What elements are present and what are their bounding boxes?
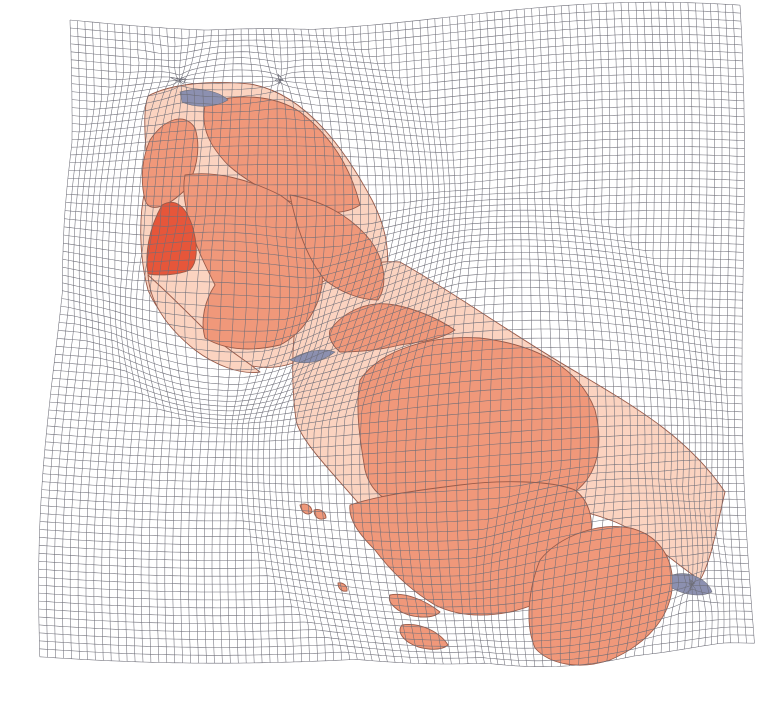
graticule-line: [50, 366, 743, 416]
graticule-line: [46, 415, 743, 443]
graticule-line: [64, 202, 745, 228]
graticule-line: [70, 34, 742, 61]
graticule-line: [56, 311, 743, 385]
graticule-line: [51, 356, 743, 412]
graticule-line: [48, 386, 743, 425]
graticule-line: [64, 194, 745, 218]
graticule-line: [63, 209, 745, 239]
graticule-line: [38, 600, 752, 635]
graticule-line: [71, 114, 745, 133]
graticule-line: [47, 395, 743, 429]
graticule-line: [67, 162, 745, 179]
graticule-line: [60, 272, 743, 343]
graticule-line: [71, 122, 745, 140]
region-light-west: [147, 274, 261, 373]
graticule-line: [62, 252, 744, 309]
island-west-3: [337, 582, 348, 592]
graticule-line: [53, 337, 743, 402]
graticule-line: [40, 491, 745, 524]
region-layer: [140, 82, 726, 666]
graticule-line: [57, 303, 743, 378]
graticule-line: [71, 73, 744, 95]
water-central: [289, 349, 336, 364]
graticule-line: [39, 522, 747, 560]
graticule-line: [38, 578, 750, 615]
graticule-line: [40, 498, 745, 533]
graticule-line: [65, 186, 745, 207]
graticule-line: [45, 424, 743, 451]
graticule-line: [38, 561, 749, 600]
graticule-line: [38, 610, 753, 642]
water-layer: [179, 89, 713, 596]
graticule-line: [71, 58, 743, 83]
graticule-line: [38, 578, 751, 622]
graticule-line: [70, 25, 742, 54]
graticule-line: [71, 42, 743, 69]
graticule-line: [42, 467, 744, 495]
graticule-line: [59, 279, 743, 353]
graticule-line: [61, 265, 744, 332]
graticule-line: [47, 405, 743, 435]
graticule-line: [67, 170, 745, 188]
graticule-line: [38, 552, 749, 593]
graticule-line: [39, 618, 753, 649]
graticule-line: [38, 588, 751, 629]
graticule-line: [38, 537, 747, 577]
graticule-line: [44, 433, 743, 459]
graticule-line: [68, 154, 745, 171]
graticule-line: [62, 239, 744, 289]
graticule-line: [70, 138, 745, 156]
graticule-line: [66, 178, 745, 197]
graticule-line: [44, 442, 743, 467]
graticule-line: [41, 483, 745, 514]
graticule-line: [39, 506, 746, 542]
graticule-line: [52, 347, 743, 407]
graticule-line: [69, 1, 741, 31]
graticule-line: [62, 258, 744, 321]
region-dark-west: [146, 201, 197, 276]
graticule-line: [58, 295, 743, 371]
graticule-line: [41, 475, 744, 504]
graticule-line: [42, 459, 744, 485]
graticule-line: [70, 17, 741, 47]
graticule-line: [39, 530, 747, 569]
graticule-line: [71, 81, 744, 103]
graticule-line: [69, 146, 745, 163]
region-medium-southeast: [528, 526, 673, 666]
water-northwest: [179, 89, 229, 107]
graticule-line: [62, 245, 744, 299]
graticule-line: [49, 376, 743, 420]
graticule-line: [72, 106, 745, 125]
graticule-line: [62, 233, 744, 279]
graticule-line: [63, 215, 745, 249]
graticule-line: [72, 98, 744, 118]
graticule-line: [54, 328, 743, 397]
graticule: [38, 1, 755, 667]
region-medium-east-strip: [289, 194, 385, 301]
graticule-line: [38, 570, 750, 608]
graticule-line: [39, 634, 754, 662]
graticule-line: [55, 319, 743, 391]
graticule-line: [38, 544, 748, 585]
graticule-line: [71, 130, 745, 148]
graticule-line: [39, 642, 755, 667]
graticule-line: [70, 9, 741, 39]
graticule-line: [71, 50, 743, 76]
graticule-line: [39, 514, 746, 551]
graticule-line: [58, 287, 743, 362]
graticule-line: [39, 626, 754, 655]
graticule-line: [71, 90, 744, 110]
graticule-line: [62, 227, 744, 269]
graticule-line: [63, 221, 744, 259]
graticule-line: [43, 450, 744, 476]
